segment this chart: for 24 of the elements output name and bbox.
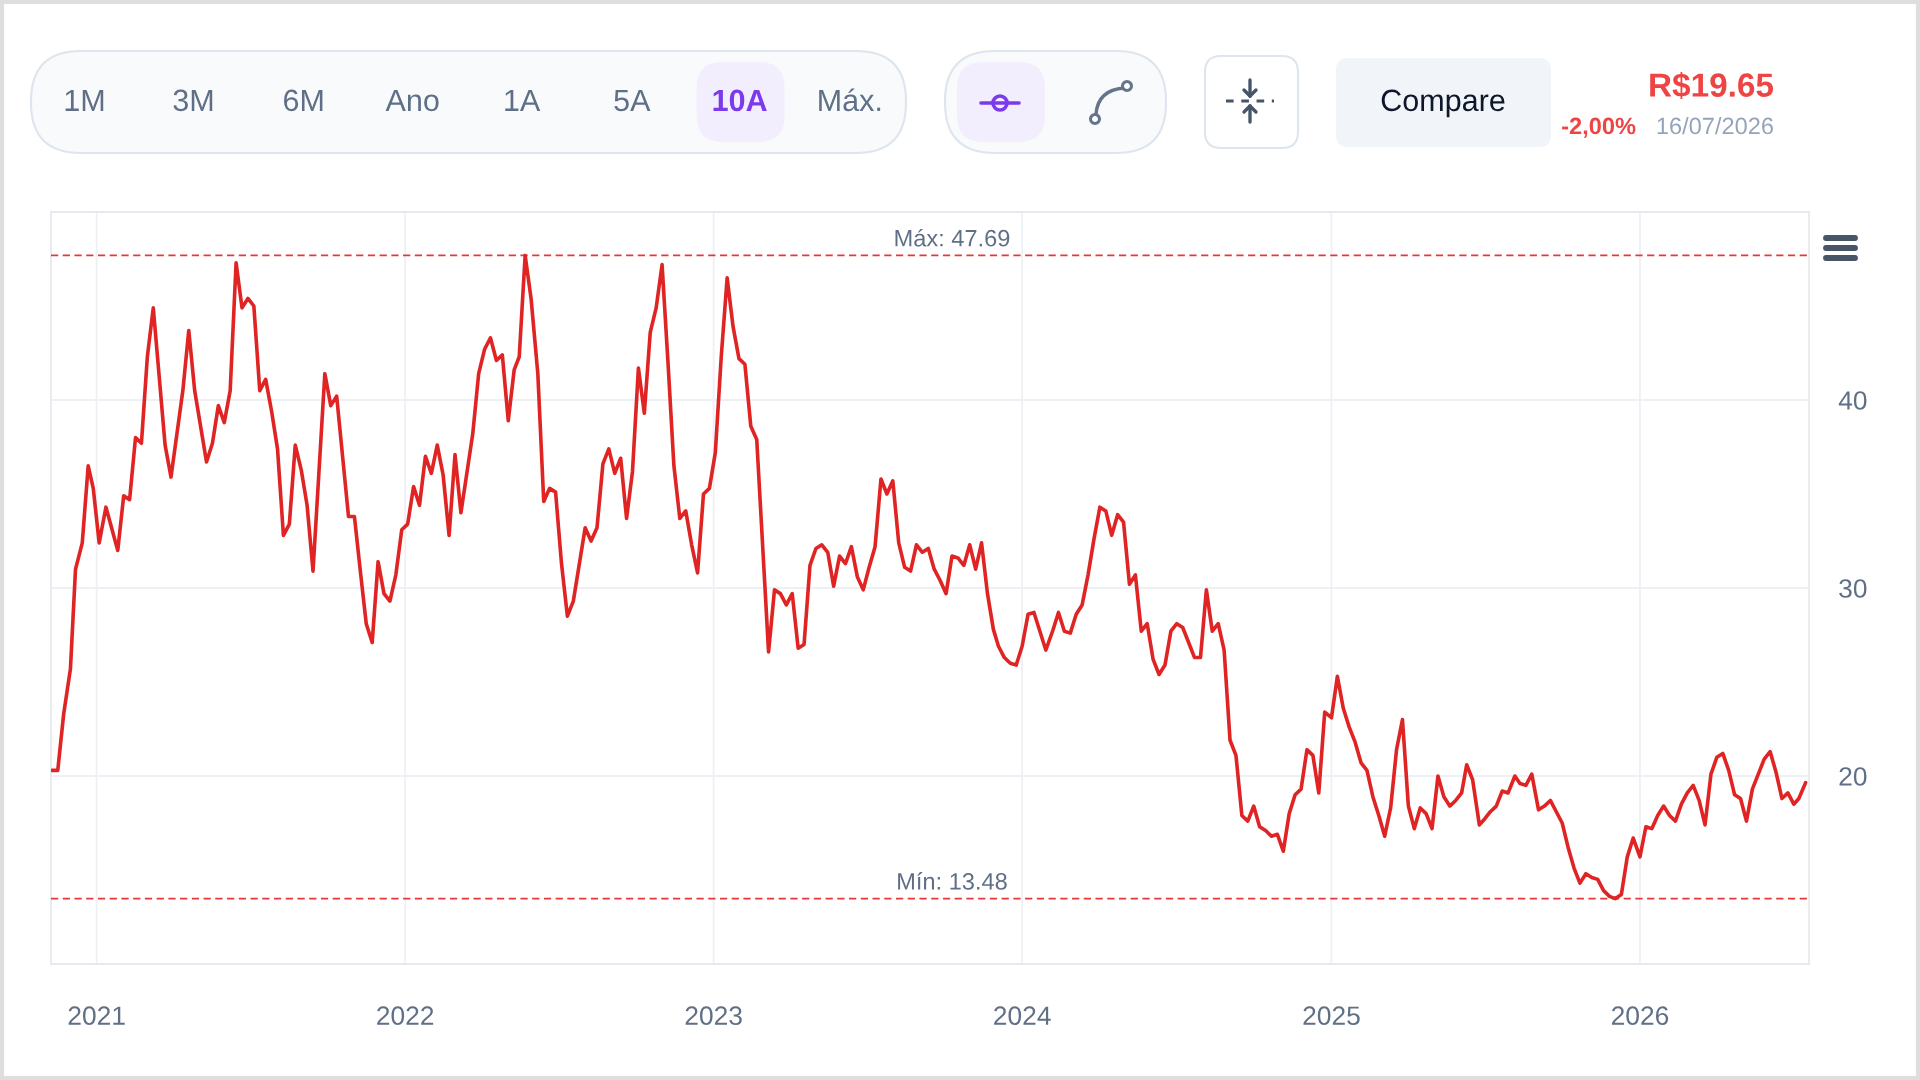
- text: 1A: [505, 89, 541, 111]
- x-tick-label: 2023: [685, 1006, 742, 1026]
- text: 3M: [173, 89, 213, 112]
- line-series: [51, 253, 1808, 901]
- text: 5A: [614, 89, 651, 112]
- x-tick-label: 2026: [1611, 1006, 1669, 1026]
- text: -2,00%: [1562, 117, 1636, 138]
- x-tick-label: 2021: [68, 1006, 125, 1026]
- ref-line-label: Mín: 13.48: [898, 872, 1007, 890]
- x-tick-label: 2025: [1303, 1006, 1360, 1026]
- text: 6M: [284, 89, 323, 112]
- text: Ano: [385, 89, 439, 112]
- text: Máx.: [819, 88, 881, 112]
- x-tick-label: 2024: [994, 1006, 1051, 1026]
- y-tick-label: 30: [1839, 579, 1867, 598]
- text: 16/07/2026: [1657, 117, 1773, 135]
- text: 10A: [713, 89, 767, 112]
- y-tick-label: 40: [1838, 391, 1867, 410]
- x-tick-label: 2022: [377, 1006, 434, 1026]
- ref-line-label: Máx: 47.69: [895, 228, 1010, 247]
- text: Compare: [1381, 89, 1505, 118]
- text: R$19.65: [1650, 71, 1774, 100]
- y-tick-label: 20: [1839, 767, 1867, 786]
- text: 1M: [65, 89, 104, 111]
